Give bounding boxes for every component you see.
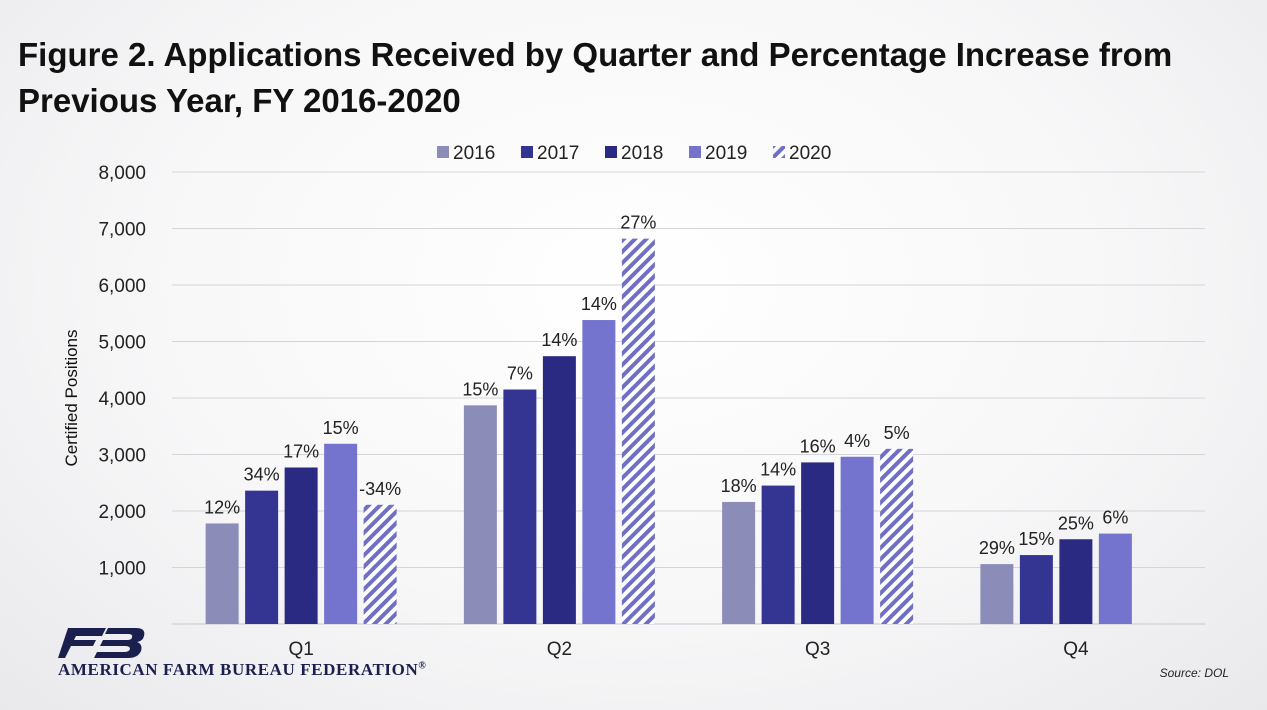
y-tick-label: 8,000 (98, 163, 146, 184)
data-label: 16% (800, 436, 836, 456)
organization-name: AMERICAN FARM BUREAU FEDERATION® (58, 660, 427, 679)
bar-2016-Q1 (205, 523, 239, 624)
bar-2017-Q3 (761, 485, 795, 624)
data-label: 29% (979, 538, 1015, 558)
bar-2020-Q2 (621, 238, 655, 625)
y-tick-label: 7,000 (98, 220, 146, 241)
data-label: 15% (1018, 529, 1054, 549)
data-label: 18% (721, 476, 757, 496)
bar-2019-Q2 (582, 320, 616, 624)
y-tick-label: 6,000 (98, 276, 146, 297)
data-label: 6% (1102, 508, 1128, 528)
y-axis: 1,000 2,000 3,000 4,000 5,000 6,000 7,000 8,000 (98, 163, 1205, 625)
bar-2018-Q4 (1059, 539, 1093, 624)
y-tick-label: 5,000 (98, 333, 146, 354)
legend-entry: 2019 (705, 143, 747, 164)
bar-2016-Q2 (463, 405, 497, 624)
bar-2017-Q2 (503, 389, 537, 624)
legend-entry: 2017 (537, 143, 579, 164)
gridlines (172, 171, 1205, 568)
data-label: 14% (760, 460, 796, 480)
legend-entry: 2018 (621, 143, 663, 164)
bar-2019-Q3 (840, 456, 874, 624)
data-label: 15% (462, 379, 498, 399)
bar-2019-Q4 (1098, 533, 1132, 624)
legend-swatch (521, 146, 533, 158)
legend-entry: 2016 (453, 143, 495, 164)
x-tick-label: Q3 (805, 639, 830, 660)
bar-2018-Q2 (542, 356, 576, 624)
bars: 12%34%17%15%-34%15%7%14%14%27%18%14%16% 4… (204, 213, 1132, 625)
data-label: 5% (884, 423, 910, 443)
x-tick-label: Q1 (288, 639, 313, 660)
data-label: 15% (323, 418, 359, 438)
data-label: 34% (244, 465, 280, 485)
bar-2020-Q3 (880, 448, 914, 624)
data-label: 17% (283, 441, 319, 461)
y-tick-label: 3,000 (98, 446, 146, 467)
legend-swatch (605, 146, 617, 158)
source-note: Source: DOL (1159, 666, 1229, 680)
bar-2019-Q1 (324, 443, 358, 624)
x-tick-label: Q4 (1063, 639, 1089, 660)
data-label: 14% (541, 330, 577, 350)
bar-2016-Q3 (722, 501, 756, 624)
chart-title: Figure 2. Applications Received by Quart… (18, 36, 1173, 119)
bar-2017-Q1 (245, 490, 279, 624)
data-label: -34% (359, 479, 401, 499)
bar-2018-Q1 (284, 467, 318, 624)
legend-swatch (689, 146, 701, 158)
x-tick-label: Q2 (547, 639, 572, 660)
y-axis-label: Certified Positions (62, 329, 81, 466)
data-label: 4% (844, 431, 870, 451)
farm-bureau-fb-logo-icon (58, 628, 145, 658)
x-axis: Q1 Q2 Q3 Q4 (288, 639, 1089, 660)
data-label: 27% (620, 213, 656, 233)
bar-2017-Q4 (1019, 555, 1053, 624)
bar-2018-Q3 (801, 462, 835, 624)
bar-2020-Q1 (363, 504, 397, 624)
data-label: 7% (507, 364, 533, 384)
data-label: 25% (1058, 513, 1094, 533)
data-label: 14% (581, 294, 617, 314)
data-label: 12% (204, 497, 240, 517)
bar-2016-Q4 (980, 564, 1014, 624)
y-tick-label: 4,000 (98, 389, 146, 410)
legend-entry: 2020 (789, 143, 831, 164)
y-tick-label: 2,000 (98, 502, 146, 523)
y-tick-label: 1,000 (98, 559, 146, 580)
legend-swatch (437, 146, 449, 158)
legend-swatch (773, 146, 785, 158)
legend: 2016 2017 2018 2019 2020 (437, 143, 831, 164)
